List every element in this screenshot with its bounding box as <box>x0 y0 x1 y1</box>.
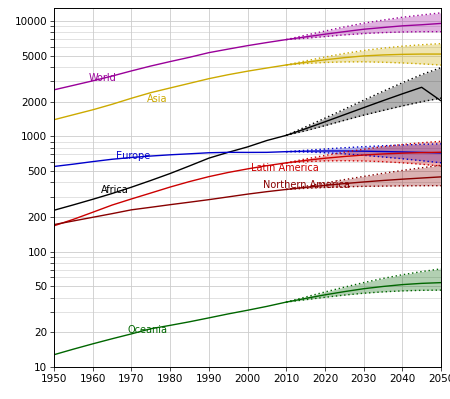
Text: World: World <box>89 73 117 83</box>
Text: Europe: Europe <box>116 152 150 162</box>
Text: Latin America: Latin America <box>252 163 319 173</box>
Text: Asia: Asia <box>147 94 167 104</box>
Text: Northern America: Northern America <box>263 180 350 190</box>
Text: Africa: Africa <box>100 186 128 196</box>
Text: Oceania: Oceania <box>127 325 167 335</box>
